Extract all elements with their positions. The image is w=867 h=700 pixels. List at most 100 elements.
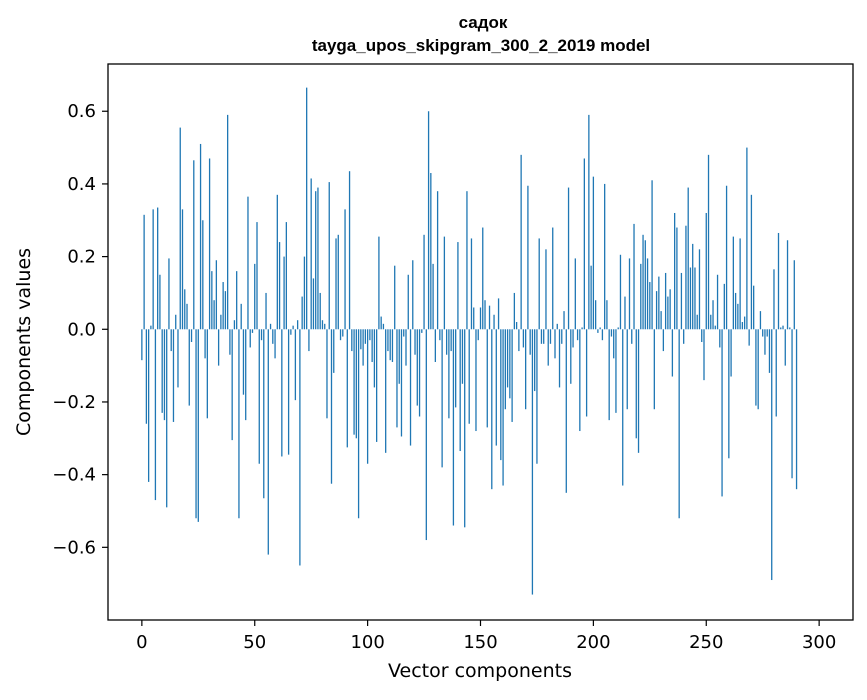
bar — [206, 329, 208, 419]
bar — [154, 329, 157, 501]
bar — [263, 329, 265, 499]
bar — [604, 183, 606, 330]
bar — [213, 300, 215, 330]
bar — [741, 322, 744, 330]
bar — [475, 329, 477, 432]
bar — [326, 329, 328, 419]
bar — [484, 300, 486, 330]
bar — [721, 329, 723, 497]
bar — [606, 300, 608, 330]
bar — [522, 329, 525, 348]
bar — [789, 327, 791, 330]
bar — [459, 329, 461, 452]
bar — [387, 329, 389, 352]
bar — [398, 329, 400, 384]
bar — [780, 327, 782, 330]
bar — [585, 329, 588, 417]
y-tick-label: 0.2 — [67, 247, 96, 268]
bar — [538, 238, 540, 330]
bar — [658, 276, 660, 330]
y-tick-label: 0.6 — [67, 101, 96, 122]
bar — [242, 329, 245, 395]
bar — [238, 329, 240, 519]
bar — [337, 234, 339, 330]
bar — [642, 234, 644, 330]
bar — [692, 243, 694, 330]
bar — [303, 256, 306, 330]
x-tick-label: 0 — [136, 632, 147, 653]
bar — [427, 111, 430, 330]
bar — [707, 154, 710, 330]
bar — [351, 329, 353, 352]
bar — [233, 320, 236, 330]
bar — [450, 329, 452, 352]
bar — [646, 258, 649, 330]
bar — [247, 196, 249, 330]
bar — [696, 314, 698, 330]
bar — [376, 329, 378, 442]
bar — [473, 307, 475, 330]
bar — [150, 325, 152, 330]
bar — [175, 314, 177, 330]
bar — [193, 160, 195, 330]
bar — [287, 329, 290, 455]
bar — [723, 283, 725, 330]
bar — [202, 220, 204, 330]
bar — [224, 291, 227, 330]
bar — [737, 303, 739, 330]
bar — [407, 274, 409, 330]
bar — [601, 329, 604, 341]
bar — [260, 329, 263, 341]
bar — [292, 325, 294, 330]
bar — [655, 291, 658, 330]
bar — [782, 325, 784, 330]
bar — [764, 329, 766, 355]
bar — [310, 178, 312, 330]
x-tick-label: 200 — [576, 632, 610, 653]
bar — [504, 329, 506, 410]
bar — [324, 323, 326, 330]
bar — [321, 320, 324, 330]
x-tick-label: 100 — [350, 632, 384, 653]
bar — [631, 329, 633, 344]
bar — [360, 329, 362, 350]
bar — [418, 329, 421, 417]
bar — [391, 329, 394, 362]
y-tick-label: −0.4 — [52, 465, 96, 486]
bar — [576, 329, 579, 341]
bar — [457, 242, 459, 330]
bar — [552, 227, 554, 330]
bar — [211, 271, 213, 330]
bar — [416, 329, 418, 406]
bar — [493, 314, 495, 330]
bar — [369, 329, 371, 341]
x-axis-label: Vector components — [388, 660, 572, 682]
bar — [159, 274, 161, 330]
bar — [734, 292, 737, 330]
bar — [199, 143, 202, 330]
bar — [583, 158, 585, 330]
bar — [394, 265, 396, 330]
bar — [644, 240, 646, 330]
bar — [766, 329, 768, 337]
bar — [161, 329, 163, 413]
bar — [664, 272, 667, 330]
bar — [432, 263, 434, 330]
bar — [488, 305, 491, 330]
bar — [628, 258, 631, 330]
bar — [771, 329, 773, 581]
bar — [529, 329, 531, 355]
bar — [728, 329, 730, 459]
bar — [470, 238, 473, 330]
bar — [500, 329, 502, 461]
bar — [509, 329, 511, 399]
bar — [168, 258, 170, 330]
bar — [777, 232, 780, 330]
bar — [328, 182, 330, 330]
bar — [315, 191, 317, 330]
bar — [759, 311, 762, 330]
bar — [705, 212, 707, 330]
bar — [423, 234, 425, 330]
bar — [170, 329, 172, 352]
bar — [229, 329, 231, 355]
